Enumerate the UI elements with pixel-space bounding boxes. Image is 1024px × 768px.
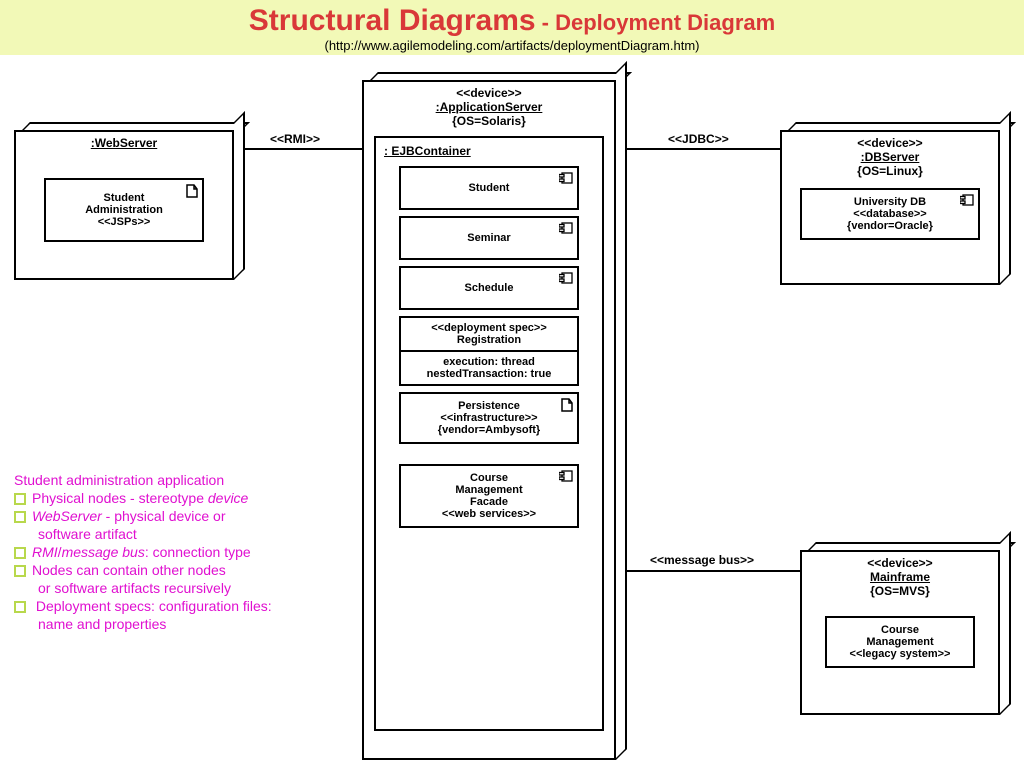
db-artifact: University DB <<database>> {vendor=Oracl… — [800, 188, 980, 240]
note-line: Deployment specs: configuration files: — [14, 598, 272, 614]
dbserver-stereo: <<device>> — [786, 136, 994, 150]
node-mainframe: <<device>> Mainframe {OS=MVS} CourseMana… — [800, 550, 1000, 715]
dbserver-header: <<device>> :DBServer {OS=Linux} — [782, 132, 998, 182]
node-webserver: :WebServer StudentAdministration <<JSPs>… — [14, 130, 234, 280]
artifact-stereo: <<JSPs>> — [50, 216, 198, 228]
note-line: Student administration application — [14, 472, 272, 488]
edge-jdbc — [626, 148, 780, 150]
appserver-header: <<device>> :ApplicationServer {OS=Solari… — [364, 82, 614, 132]
title-bar: Structural Diagrams - Deployment Diagram… — [0, 0, 1024, 55]
edge-rmi — [234, 148, 362, 150]
facade-component: CourseManagementFacade <<web services>> — [399, 464, 579, 528]
edge-label-jdbc: <<JDBC>> — [668, 132, 729, 146]
mainframe-constraint: {OS=MVS} — [806, 584, 994, 598]
db-artifact-name: University DB — [806, 196, 974, 208]
edge-label-rmi: <<RMI>> — [270, 132, 320, 146]
component-box: Seminar — [399, 216, 579, 260]
note-line: name and properties — [14, 616, 272, 632]
webserver-label: :WebServer — [91, 136, 157, 150]
component-box: Schedule — [399, 266, 579, 310]
mainframe-label: Mainframe — [806, 570, 994, 584]
dbserver-label: :DBServer — [786, 150, 994, 164]
infra-component: Persistence <<infrastructure>> {vendor=A… — [399, 392, 579, 444]
facade-name: CourseManagementFacade — [405, 472, 573, 508]
node-appserver: <<device>> :ApplicationServer {OS=Solari… — [362, 80, 616, 760]
ejb-container-label: : EJBContainer — [380, 142, 598, 160]
mainframe-artifact: CourseManagement <<legacy system>> — [825, 616, 975, 668]
dbserver-constraint: {OS=Linux} — [786, 164, 994, 178]
db-artifact-stereo: <<database>> — [806, 208, 974, 220]
infra-constraint: {vendor=Ambysoft} — [405, 424, 573, 436]
spec-stereo: <<deployment spec>> — [405, 322, 573, 334]
page-title-url: (http://www.agilemodeling.com/artifacts/… — [0, 38, 1024, 53]
page-title-sub: Deployment Diagram — [555, 10, 775, 35]
deployment-spec: <<deployment spec>> Registration executi… — [399, 316, 579, 386]
edge-message-bus — [626, 570, 800, 572]
component-box: Student — [399, 166, 579, 210]
note-line: Nodes can contain other nodes — [14, 562, 272, 578]
mainframe-artifact-stereo: <<legacy system>> — [831, 648, 969, 660]
mainframe-stereo: <<device>> — [806, 556, 994, 570]
diagram-canvas: <<RMI>> <<JDBC>> <<message bus>> :WebSer… — [0, 70, 1024, 768]
spec-name: Registration — [405, 334, 573, 346]
appserver-stereo: <<device>> — [368, 86, 610, 100]
note-line: Physical nodes - stereotype device — [14, 490, 272, 506]
webserver-artifact: StudentAdministration <<JSPs>> — [44, 178, 204, 242]
db-artifact-constraint: {vendor=Oracle} — [806, 220, 974, 232]
note-line: or software artifacts recursively — [14, 580, 272, 596]
node-dbserver: <<device>> :DBServer {OS=Linux} Universi… — [780, 130, 1000, 285]
document-icon — [186, 184, 198, 198]
component-icon — [559, 470, 573, 482]
component-icon — [960, 194, 974, 206]
spec-props: execution: threadnestedTransaction: true — [401, 352, 577, 384]
artifact-name: StudentAdministration — [50, 192, 198, 216]
mainframe-header: <<device>> Mainframe {OS=MVS} — [802, 552, 998, 602]
annotation-notes: Student administration application Physic… — [14, 470, 272, 634]
page-title-main: Structural Diagrams — [249, 4, 536, 37]
edge-label-message-bus: <<message bus>> — [650, 553, 754, 567]
appserver-label: :ApplicationServer — [368, 100, 610, 114]
page-title-sep: - — [536, 10, 556, 35]
document-icon — [561, 398, 573, 412]
note-line: software artifact — [14, 526, 272, 542]
facade-stereo: <<web services>> — [405, 508, 573, 520]
mainframe-artifact-name: CourseManagement — [831, 624, 969, 648]
note-line: RMI/message bus: connection type — [14, 544, 272, 560]
ejb-container: : EJBContainer Student Seminar Schedule <<… — [374, 136, 604, 731]
infra-name: Persistence — [405, 400, 573, 412]
infra-stereo: <<infrastructure>> — [405, 412, 573, 424]
appserver-constraint: {OS=Solaris} — [368, 114, 610, 128]
note-line: WebServer - physical device or — [14, 508, 272, 524]
